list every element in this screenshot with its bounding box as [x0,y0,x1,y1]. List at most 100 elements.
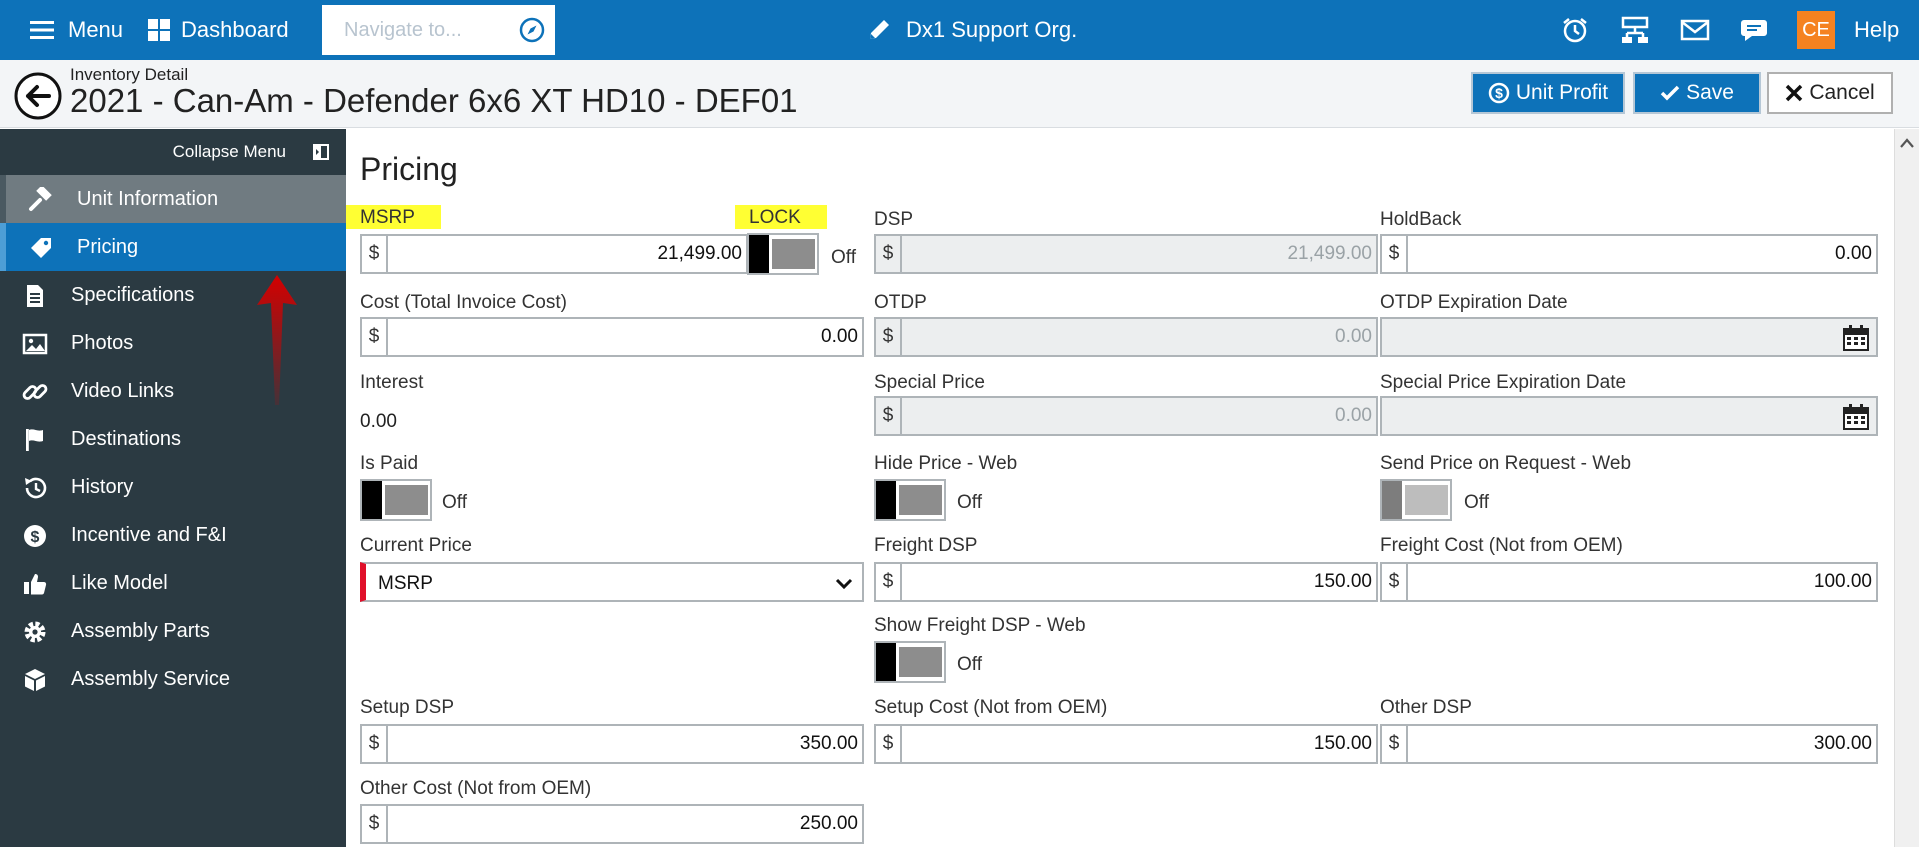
section-title: Pricing [360,151,458,187]
currency-prefix: $ [876,564,902,600]
msrp-value: 21,499.00 [657,243,742,264]
other-dsp-label: Other DSP [1380,697,1472,718]
sidebar-item-label: Like Model [71,572,168,594]
sidebar-item-label: Pricing [77,236,139,258]
sidebar-item-incentive[interactable]: $ Incentive and F&I [0,511,346,559]
compass-icon[interactable] [519,17,545,43]
calendar-icon[interactable] [1842,403,1870,431]
hamburger-icon [30,21,54,39]
other-cost-field[interactable]: $ 250.00 [360,804,864,844]
cost-label: Cost (Total Invoice Cost) [360,292,567,313]
freight-cost-label: Freight Cost (Not from OEM) [1380,535,1623,556]
cancel-button[interactable]: Cancel [1767,72,1893,114]
scroll-up-icon[interactable] [1900,137,1914,149]
sidebar-item-assembly-parts[interactable]: Assembly Parts [0,607,346,655]
msrp-field[interactable]: $ 21,499.00 [360,234,748,274]
sidebar-item-label: Assembly Service [71,668,230,690]
currency-prefix: $ [362,726,388,762]
unit-profit-button[interactable]: $ Unit Profit [1471,72,1625,114]
holdback-label: HoldBack [1380,209,1462,230]
sidebar-item-history[interactable]: History [0,463,346,511]
hide-price-toggle[interactable] [874,479,946,521]
link-icon [22,384,48,400]
holdback-field[interactable]: $ 0.00 [1380,234,1878,274]
close-icon [1786,84,1803,102]
lock-toggle[interactable] [747,233,819,275]
currency-prefix: $ [362,806,388,842]
sidebar-item-like-model[interactable]: Like Model [0,559,346,607]
navigate-input[interactable] [322,5,522,55]
dollar-circle-icon: $ [24,525,46,547]
menu-button[interactable]: Menu [30,0,123,60]
gear-icon [24,621,46,643]
send-price-toggle[interactable] [1380,479,1452,521]
breadcrumb[interactable]: Inventory Detail [70,65,189,84]
setup-dsp-label: Setup DSP [360,697,454,718]
dsp-field: $ 21,499.00 [874,234,1378,274]
hide-price-state: Off [957,492,982,513]
dashboard-label: Dashboard [181,17,289,42]
box-icon [25,669,45,691]
sidebar-item-photos[interactable]: Photos [0,319,346,367]
current-price-select[interactable]: MSRP [360,562,864,602]
currency-prefix: $ [876,398,902,434]
menu-label: Menu [68,17,124,42]
otdp-expiration-field [1380,317,1878,357]
chat-icon[interactable] [1740,17,1768,43]
dashboard-button[interactable]: Dashboard [147,0,289,60]
calendar-icon[interactable] [1842,324,1870,352]
help-link[interactable]: Help [1854,17,1900,42]
send-price-state: Off [1464,492,1489,513]
dollar-circle-icon: $ [1488,82,1510,104]
org-name: Dx1 Support Org. [906,17,1078,42]
page-header: Inventory Detail 2021 - Can-Am - Defende… [0,60,1919,128]
is-paid-label: Is Paid [360,453,419,474]
dsp-label: DSP [874,209,914,230]
sidebar-item-label: Specifications [71,284,195,306]
mail-icon[interactable] [1680,19,1710,41]
special-price-expiration-field [1380,396,1878,436]
setup-cost-field[interactable]: $ 150.00 [874,724,1378,764]
check-icon [1660,85,1680,101]
freight-cost-field[interactable]: $ 100.00 [1380,562,1878,602]
alarm-clock-icon[interactable] [1561,16,1589,44]
holdback-value: 0.00 [1835,243,1872,264]
setup-dsp-field[interactable]: $ 350.00 [360,724,864,764]
sitemap-icon[interactable] [1620,16,1650,44]
document-icon [27,285,43,307]
sidebar-item-destinations[interactable]: Destinations [0,415,346,463]
sidebar-item-label: Photos [71,332,134,354]
sidebar-item-video-links[interactable]: Video Links [0,367,346,415]
sidebar-item-label: History [71,476,134,498]
collapse-menu-button[interactable]: Collapse Menu [0,129,346,175]
sidebar-item-pricing[interactable]: Pricing [0,223,346,271]
org-selector[interactable]: Dx1 Support Org. [866,0,1077,60]
sidebar-item-specifications[interactable]: Specifications [0,271,346,319]
freight-cost-value: 100.00 [1813,571,1872,592]
svg-text:$: $ [31,529,40,546]
other-dsp-field[interactable]: $ 300.00 [1380,724,1878,764]
thumbs-up-icon [24,574,47,595]
history-icon [25,477,47,499]
save-button[interactable]: Save [1633,72,1761,114]
vertical-scrollbar[interactable] [1894,129,1919,847]
currency-prefix: $ [362,236,388,272]
cost-field[interactable]: $ 0.00 [360,317,864,357]
other-dsp-value: 300.00 [1813,733,1872,754]
is-paid-toggle[interactable] [360,479,432,521]
back-arrow-icon[interactable] [14,72,62,120]
special-price-expiration-label: Special Price Expiration Date [1380,372,1627,393]
svg-text:$: $ [1495,85,1503,101]
sidebar-item-assembly-service[interactable]: Assembly Service [0,655,346,703]
avatar[interactable]: CE [1797,11,1835,49]
special-price-field: $ 0.00 [874,396,1378,436]
freight-dsp-field[interactable]: $ 150.00 [874,562,1378,602]
show-freight-label: Show Freight DSP - Web [874,615,1086,636]
navigate-box [322,5,555,55]
lock-label: LOCK [735,205,827,229]
setup-cost-label: Setup Cost (Not from OEM) [874,697,1108,718]
show-freight-toggle[interactable] [874,641,946,683]
sidebar-item-unit-information[interactable]: Unit Information [0,175,346,223]
collapse-menu-label: Collapse Menu [172,142,286,161]
collapse-icon [313,144,329,160]
